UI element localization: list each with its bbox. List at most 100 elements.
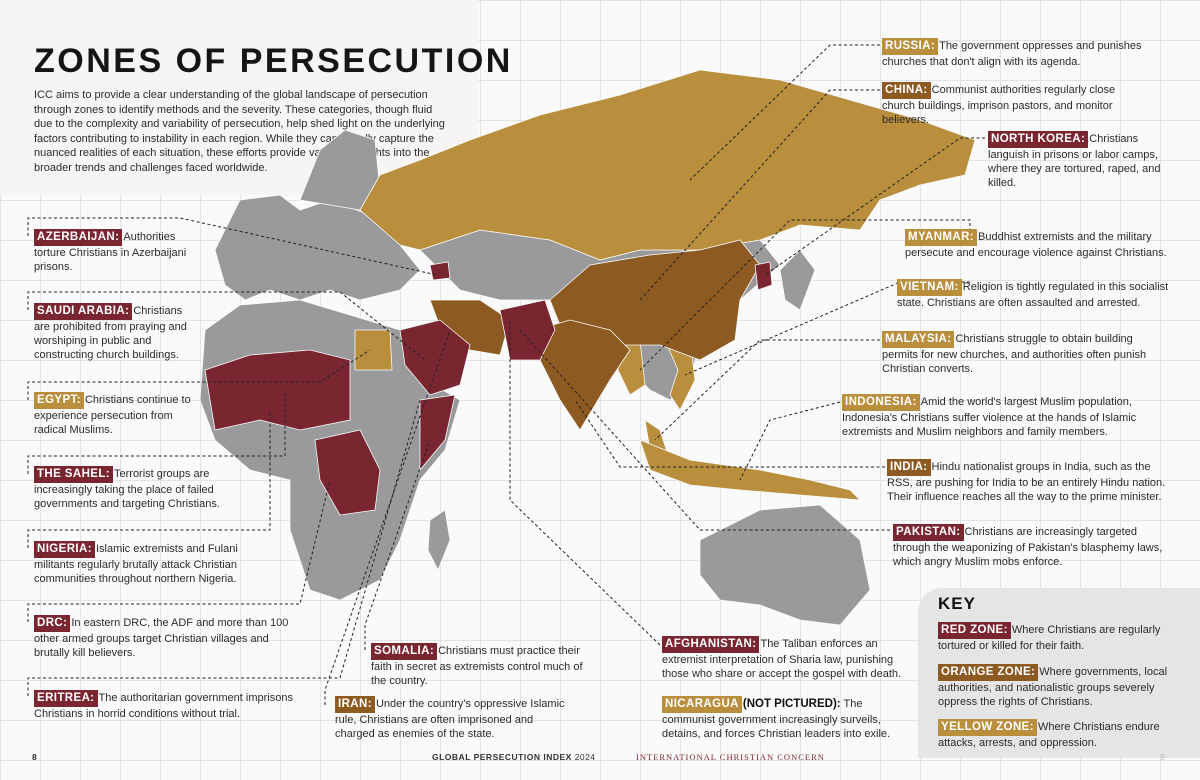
vietnam-text: Religion is tightly regulated in this so… — [897, 281, 1169, 309]
madagascar-landmass — [427, 509, 451, 571]
page-number-left: 8 — [32, 752, 37, 762]
callout-vietnam: VIETNAM: Religion is tightly regulated in… — [897, 279, 1172, 310]
russia-region — [359, 69, 976, 261]
leader-line-eritrea — [27, 399, 421, 696]
callout-indonesia: INDONESIA: Amid the world's largest Musli… — [842, 394, 1142, 439]
key-red: RED ZONE: Where Christians are regularly … — [938, 622, 1178, 653]
key-title: KEY — [938, 594, 976, 613]
key-orange-text: Where governments, local authorities, an… — [938, 666, 1168, 708]
callout-egypt: EGYPT: Christians continue to experience … — [34, 392, 194, 437]
key-yellow: YELLOW ZONE: Where Christians endure atta… — [938, 719, 1183, 750]
callout-malaysia: MALAYSIA: Christians struggle to obtain b… — [882, 331, 1157, 376]
callout-drc: DRC: In eastern DRC, the ADF and more tha… — [34, 615, 289, 660]
pakistan-label: PAKISTAN: — [893, 524, 964, 541]
japan-landmass — [779, 249, 816, 311]
callout-pakistan: PAKISTAN: Christians are increasingly tar… — [893, 524, 1163, 569]
callout-nigeria: NIGERIA: Islamic extremists and Fulani mi… — [34, 541, 274, 586]
footer-publication-name: GLOBAL PERSECUTION INDEX — [432, 752, 572, 762]
saudi-arabia-label: SAUDI ARABIA: — [34, 303, 133, 320]
azerbaijan-region — [429, 261, 451, 281]
sahel-region — [204, 349, 351, 431]
india-label: INDIA: — [887, 459, 931, 476]
leader-line-myanmar — [639, 219, 971, 371]
callout-india: INDIA: Hindu nationalist groups in India,… — [887, 459, 1167, 504]
north-korea-label: NORTH KOREA: — [988, 131, 1089, 148]
china-text: Communist authorities regularly close ch… — [882, 84, 1116, 126]
azerbaijan-text: Authorities torture Christians in Azerba… — [34, 231, 187, 273]
iran-label: IRAN: — [335, 696, 375, 713]
leader-line-somalia — [364, 439, 431, 650]
callout-saudi-arabia: SAUDI ARABIA: Christians are prohibited f… — [34, 303, 194, 362]
afghanistan-label: AFGHANISTAN: — [662, 636, 760, 653]
eritrea-label: ERITREA: — [34, 690, 98, 707]
key-orange-label: ORANGE ZONE: — [938, 664, 1039, 681]
key-red-label: RED ZONE: — [938, 622, 1011, 639]
key-yellow-label: YELLOW ZONE: — [938, 719, 1037, 736]
sahel-text: Terrorist groups are increasingly taking… — [34, 468, 220, 510]
indonesia-region — [639, 439, 862, 501]
callout-north-korea: NORTH KOREA: Christians languish in priso… — [988, 131, 1168, 190]
page-number-right: 9 — [1160, 752, 1165, 762]
nicaragua-label: NICARAGUA — [662, 696, 742, 713]
drc-text: In eastern DRC, the ADF and more than 10… — [34, 617, 289, 659]
afghanistan-pakistan-region — [499, 299, 556, 361]
leader-line-azerbaijan — [27, 217, 438, 276]
azerbaijan-label: AZERBAIJAN: — [34, 229, 123, 246]
indonesia-label: INDONESIA: — [842, 394, 920, 411]
nicaragua-note: (NOT PICTURED): — [742, 698, 841, 710]
north-korea-region — [754, 261, 773, 291]
russia-label: RUSSIA: — [882, 38, 939, 55]
russia-text: The government oppresses and punishes ch… — [882, 40, 1142, 68]
legend-key: KEY RED ZONE: Where Christians are regula… — [918, 588, 1200, 758]
nigeria-text: Islamic extremists and Fulani militants … — [34, 543, 238, 585]
leader-line-sahel — [27, 390, 286, 474]
egypt-region — [354, 329, 393, 371]
myanmar-text: Buddhist extremists and the military per… — [905, 231, 1167, 259]
leader-line-drc — [27, 479, 331, 622]
europe-landmass — [214, 194, 421, 301]
drc-label: DRC: — [34, 615, 71, 632]
intro-card — [0, 0, 478, 195]
egypt-label: EGYPT: — [34, 392, 84, 409]
nigeria-label: NIGERIA: — [34, 541, 95, 558]
somalia-region — [419, 394, 456, 472]
leader-line-china — [639, 89, 880, 301]
saudi-arabia-text: Christians are prohibited from praying a… — [34, 305, 187, 361]
north-korea-text: Christians languish in prisons or labor … — [988, 133, 1161, 189]
callout-russia: RUSSIA: The government oppresses and puni… — [882, 38, 1162, 69]
key-yellow-text: Where Christians endure attacks, arrests… — [938, 721, 1160, 749]
nicaragua-text: The communist government increasingly su… — [662, 698, 891, 740]
indonesia-text: Amid the world's largest Muslim populati… — [842, 396, 1137, 438]
somalia-text: Christians must practice their faith in … — [371, 645, 583, 687]
eritrea-text: The authoritarian government imprisons C… — [34, 692, 293, 720]
leader-line-nigeria — [27, 410, 271, 548]
callout-myanmar: MYANMAR: Buddhist extremists and the mili… — [905, 229, 1170, 260]
india-region — [534, 319, 631, 431]
callout-eritrea: ERITREA: The authoritarian government imp… — [34, 690, 299, 721]
australia-landmass — [699, 504, 871, 626]
footer-year: 2024 — [574, 752, 596, 762]
drc-region — [314, 429, 381, 516]
afghanistan-text: The Taliban enforces an extremist interp… — [662, 638, 902, 680]
callout-iran: IRAN: Under the country's oppressive Isla… — [335, 696, 575, 741]
vietnam-label: VIETNAM: — [897, 279, 962, 296]
footer-publication: GLOBAL PERSECUTION INDEX 2024 — [432, 752, 596, 762]
india-text: Hindu nationalist groups in India, such … — [887, 461, 1166, 503]
scandinavia-landmass — [299, 129, 381, 211]
leader-line-north-korea — [764, 137, 985, 276]
callout-azerbaijan: AZERBAIJAN: Authorities torture Christian… — [34, 229, 204, 274]
saudi-arabia-region — [399, 319, 471, 396]
footer-organization: INTERNATIONAL CHRISTIAN CONCERN — [636, 752, 825, 762]
pakistan-text: Christians are increasingly targeted thr… — [893, 526, 1163, 568]
myanmar-label: MYANMAR: — [905, 229, 978, 246]
malaysia-text: Christians struggle to obtain building p… — [882, 333, 1147, 375]
key-orange: ORANGE ZONE: Where governments, local aut… — [938, 664, 1183, 709]
sahel-label: THE SAHEL: — [34, 466, 113, 483]
callout-nicaragua: NICARAGUA (NOT PICTURED): The communist g… — [662, 696, 897, 741]
somalia-label: SOMALIA: — [371, 643, 438, 660]
china-label: CHINA: — [882, 82, 931, 99]
callout-china: CHINA: Communist authorities regularly cl… — [882, 82, 1147, 127]
callout-afghanistan: AFGHANISTAN: The Taliban enforces an extr… — [662, 636, 902, 681]
leader-line-russia — [689, 44, 880, 181]
